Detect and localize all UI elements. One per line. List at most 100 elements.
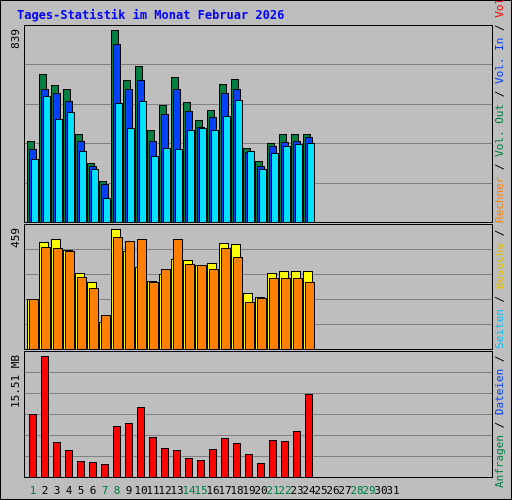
day-label: 3	[54, 484, 61, 497]
day-label: 1	[30, 484, 37, 497]
bar-seiten-day-5	[79, 151, 87, 223]
bar-volumen-day-24	[305, 394, 313, 478]
bar-seiten-day-12	[163, 148, 171, 223]
bar-volumen-day-12	[161, 448, 169, 478]
day-label: 15	[194, 484, 207, 497]
bar-seiten-day-1	[31, 159, 39, 223]
bar-rechner-day-5	[77, 277, 87, 350]
bar-rechner-day-15	[197, 265, 207, 350]
bar-rechner-day-19	[245, 302, 255, 350]
bar-seiten-day-22	[283, 146, 291, 223]
legend-item: /	[493, 415, 506, 435]
day-label: 29	[362, 484, 375, 497]
bar-rechner-day-24	[305, 282, 315, 350]
bar-volumen-day-3	[53, 442, 61, 478]
day-label: 24	[302, 484, 316, 497]
bar-seiten-day-8	[115, 103, 123, 223]
bar-volumen-day-14	[185, 458, 193, 478]
bar-volumen-day-22	[281, 441, 289, 478]
bar-volumen-day-23	[293, 431, 301, 478]
legend-item: Seiten	[493, 309, 506, 349]
bar-volumen-day-8	[113, 426, 121, 478]
bar-volumen-day-5	[77, 461, 85, 478]
day-label: 22	[278, 484, 291, 497]
day-label: 6	[90, 484, 97, 497]
bar-rechner-day-22	[281, 278, 291, 350]
y-axis-max-label: 15.51 MB	[9, 355, 22, 408]
panel-1: 839	[9, 25, 493, 223]
panel-3: 15.51 MB	[9, 351, 493, 478]
legend-item: /	[493, 289, 506, 309]
series-volumen	[29, 356, 313, 478]
day-label: 25	[314, 484, 327, 497]
bar-volumen-day-19	[245, 454, 253, 478]
chart-title: Tages-Statistik im Monat Februar 2026	[17, 8, 284, 22]
right-legend: Anfragen / Dateien / Seiten / Besuche / …	[493, 0, 506, 488]
bar-volumen-day-2	[41, 356, 49, 478]
bar-seiten-day-11	[151, 156, 159, 223]
bar-rechner-day-10	[137, 239, 147, 350]
bar-volumen-day-15	[197, 460, 205, 478]
day-label: 8	[114, 484, 121, 497]
bar-rechner-day-17	[221, 248, 231, 350]
bar-rechner-day-21	[269, 278, 279, 350]
day-label: 20	[254, 484, 267, 497]
day-label: 11	[146, 484, 159, 497]
bar-volumen-day-17	[221, 438, 229, 478]
bar-rechner-day-23	[293, 278, 303, 350]
bar-seiten-day-17	[223, 116, 231, 223]
day-label: 31	[386, 484, 399, 497]
bar-volumen-day-7	[101, 464, 109, 478]
chart-panels: 839 459 15.51 MB	[9, 25, 493, 478]
series-rechner	[29, 237, 315, 350]
bar-rechner-day-6	[89, 288, 99, 350]
day-label: 16	[206, 484, 219, 497]
day-label: 2	[42, 484, 49, 497]
bar-seiten-day-2	[43, 96, 51, 223]
y-axis-max-label: 839	[9, 29, 22, 49]
bar-rechner-day-12	[161, 269, 171, 350]
bar-rechner-day-1	[29, 299, 39, 350]
bar-rechner-day-2	[41, 247, 51, 350]
x-axis-day-labels: 1 2 3 4 5 6 7 8 9 1011121314151617181920212223242…	[30, 484, 400, 497]
bar-seiten-day-10	[139, 101, 147, 223]
legend-item: Vol. Out	[493, 104, 506, 157]
bar-rechner-day-7	[101, 315, 111, 350]
bar-rechner-day-16	[209, 269, 219, 350]
y-axis-max-label: 459	[9, 228, 22, 248]
day-label: 17	[218, 484, 231, 497]
bar-volumen-day-13	[173, 450, 181, 478]
bar-seiten-day-3	[55, 119, 63, 223]
bar-seiten-day-14	[187, 130, 195, 223]
day-label: 14	[182, 484, 196, 497]
bar-seiten-day-13	[175, 149, 183, 223]
legend-item: /	[493, 349, 506, 369]
bar-rechner-day-11	[149, 282, 159, 350]
bar-volumen-day-18	[233, 443, 241, 478]
legend-item: /	[493, 84, 506, 104]
day-label: 18	[230, 484, 243, 497]
day-label: 30	[374, 484, 387, 497]
day-label: 10	[134, 484, 147, 497]
bar-rechner-day-14	[185, 264, 195, 350]
bar-rechner-day-4	[65, 251, 75, 350]
bar-seiten-day-18	[235, 100, 243, 223]
bar-seiten-day-6	[91, 169, 99, 223]
day-label: 4	[66, 484, 73, 497]
legend-item: Anfragen	[493, 435, 506, 488]
day-label: 21	[266, 484, 279, 497]
day-label: 12	[158, 484, 171, 497]
bar-volumen-day-20	[257, 463, 265, 478]
bar-seiten-day-15	[199, 128, 207, 223]
bar-seiten-day-24	[307, 143, 315, 223]
day-label: 5	[78, 484, 85, 497]
day-label: 26	[326, 484, 339, 497]
bar-seiten-day-7	[103, 198, 111, 223]
legend-item: Rechner	[493, 176, 506, 223]
legend-item: Volumen	[493, 0, 506, 18]
legend-item: Besuche	[493, 243, 506, 289]
bar-seiten-day-20	[259, 169, 267, 223]
day-label: 7	[102, 484, 109, 497]
bar-volumen-day-21	[269, 440, 277, 478]
